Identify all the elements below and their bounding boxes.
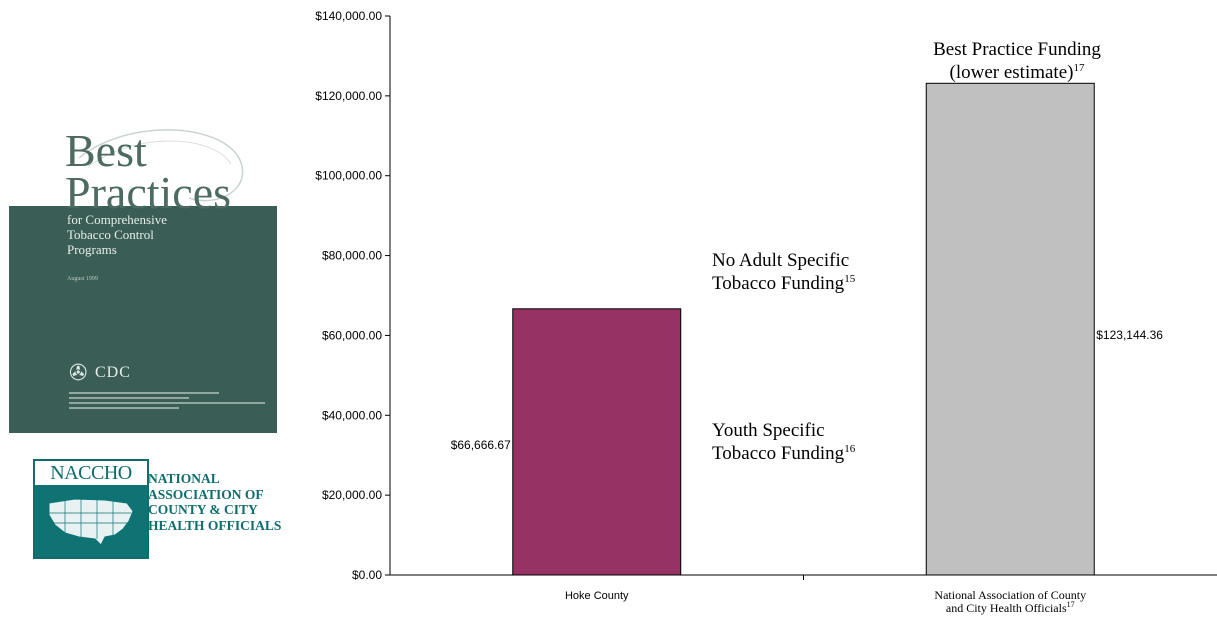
footnote-superscript: 15 <box>844 273 856 285</box>
naccho-full-name: NATIONAL ASSOCIATION OF COUNTY & CITY HE… <box>148 471 281 533</box>
us-map-icon <box>35 485 147 557</box>
hhs-eagle-icon: ✇ <box>69 360 88 385</box>
annotation-line: Youth Specific <box>712 420 825 441</box>
y-tick-label: $60,000.00 <box>322 328 382 342</box>
footnote-superscript: 17 <box>1073 62 1085 74</box>
annotation-line: Tobacco Funding <box>712 443 845 464</box>
y-tick-label: $100,000.00 <box>315 169 382 183</box>
cover-subtitle: for Comprehensive Tobacco Control Progra… <box>67 212 168 257</box>
annotation-text: No Adult Specific <box>712 250 849 271</box>
best-practices-cover: Best Practices for Comprehensive Tobacco… <box>9 98 277 433</box>
annotation-text: Tobacco Funding16 <box>712 443 856 464</box>
y-tick-label: $40,000.00 <box>322 408 382 422</box>
y-tick-label: $80,000.00 <box>322 249 382 263</box>
naccho-acronym: NACCHO <box>50 462 132 484</box>
x-tick-label-text: Hoke County <box>565 590 629 602</box>
y-tick-label: $20,000.00 <box>322 488 382 502</box>
annotation-line: Best Practice Funding <box>933 39 1101 60</box>
cover-date: August 1999 <box>67 276 98 282</box>
footnote-superscript: 16 <box>844 443 856 455</box>
annotation-line: Tobacco Funding <box>712 273 845 294</box>
bar-naccho <box>925 82 1095 576</box>
value-label: $66,666.67 <box>451 438 511 452</box>
naccho-line: ASSOCIATION OF <box>148 486 264 502</box>
value-label: $123,144.36 <box>1096 328 1163 342</box>
cover-title-best: Best <box>65 125 147 176</box>
naccho-logo: NACCHO <box>33 459 149 559</box>
x-tick-label: and City Health Officials17 <box>946 600 1075 615</box>
footnote-superscript: 17 <box>1067 600 1075 609</box>
cover-top-band <box>9 98 277 206</box>
y-tick-label: $120,000.00 <box>315 89 382 103</box>
x-tick-label-text: National Association of County <box>934 588 1086 602</box>
x-tick-label: Hoke County <box>565 590 629 602</box>
x-tick-label: National Association of County <box>934 588 1086 602</box>
cdc-logo: CDC <box>95 364 131 381</box>
y-tick-label: $140,000.00 <box>315 9 382 23</box>
cover-title-practices: Practices <box>65 167 232 218</box>
cover-fine-print <box>69 392 265 418</box>
annotation-text: (lower estimate)17 <box>950 62 1085 83</box>
annotation-line: (lower estimate) <box>950 62 1074 83</box>
naccho-line: COUNTY & CITY <box>148 502 258 517</box>
swoosh-graphic <box>78 129 244 202</box>
naccho-line: HEALTH OFFICIALS <box>148 517 282 533</box>
naccho-line: NATIONAL <box>148 471 220 486</box>
annotation-line: No Adult Specific <box>712 250 849 271</box>
annotation-text: Youth Specific <box>712 420 825 441</box>
bar-hoke-county <box>512 308 682 576</box>
annotation-text: Best Practice Funding <box>933 39 1101 60</box>
y-tick-label: $0.00 <box>352 568 382 582</box>
x-tick-label-text: and City Health Officials <box>946 601 1067 615</box>
annotation-text: Tobacco Funding15 <box>712 273 856 294</box>
